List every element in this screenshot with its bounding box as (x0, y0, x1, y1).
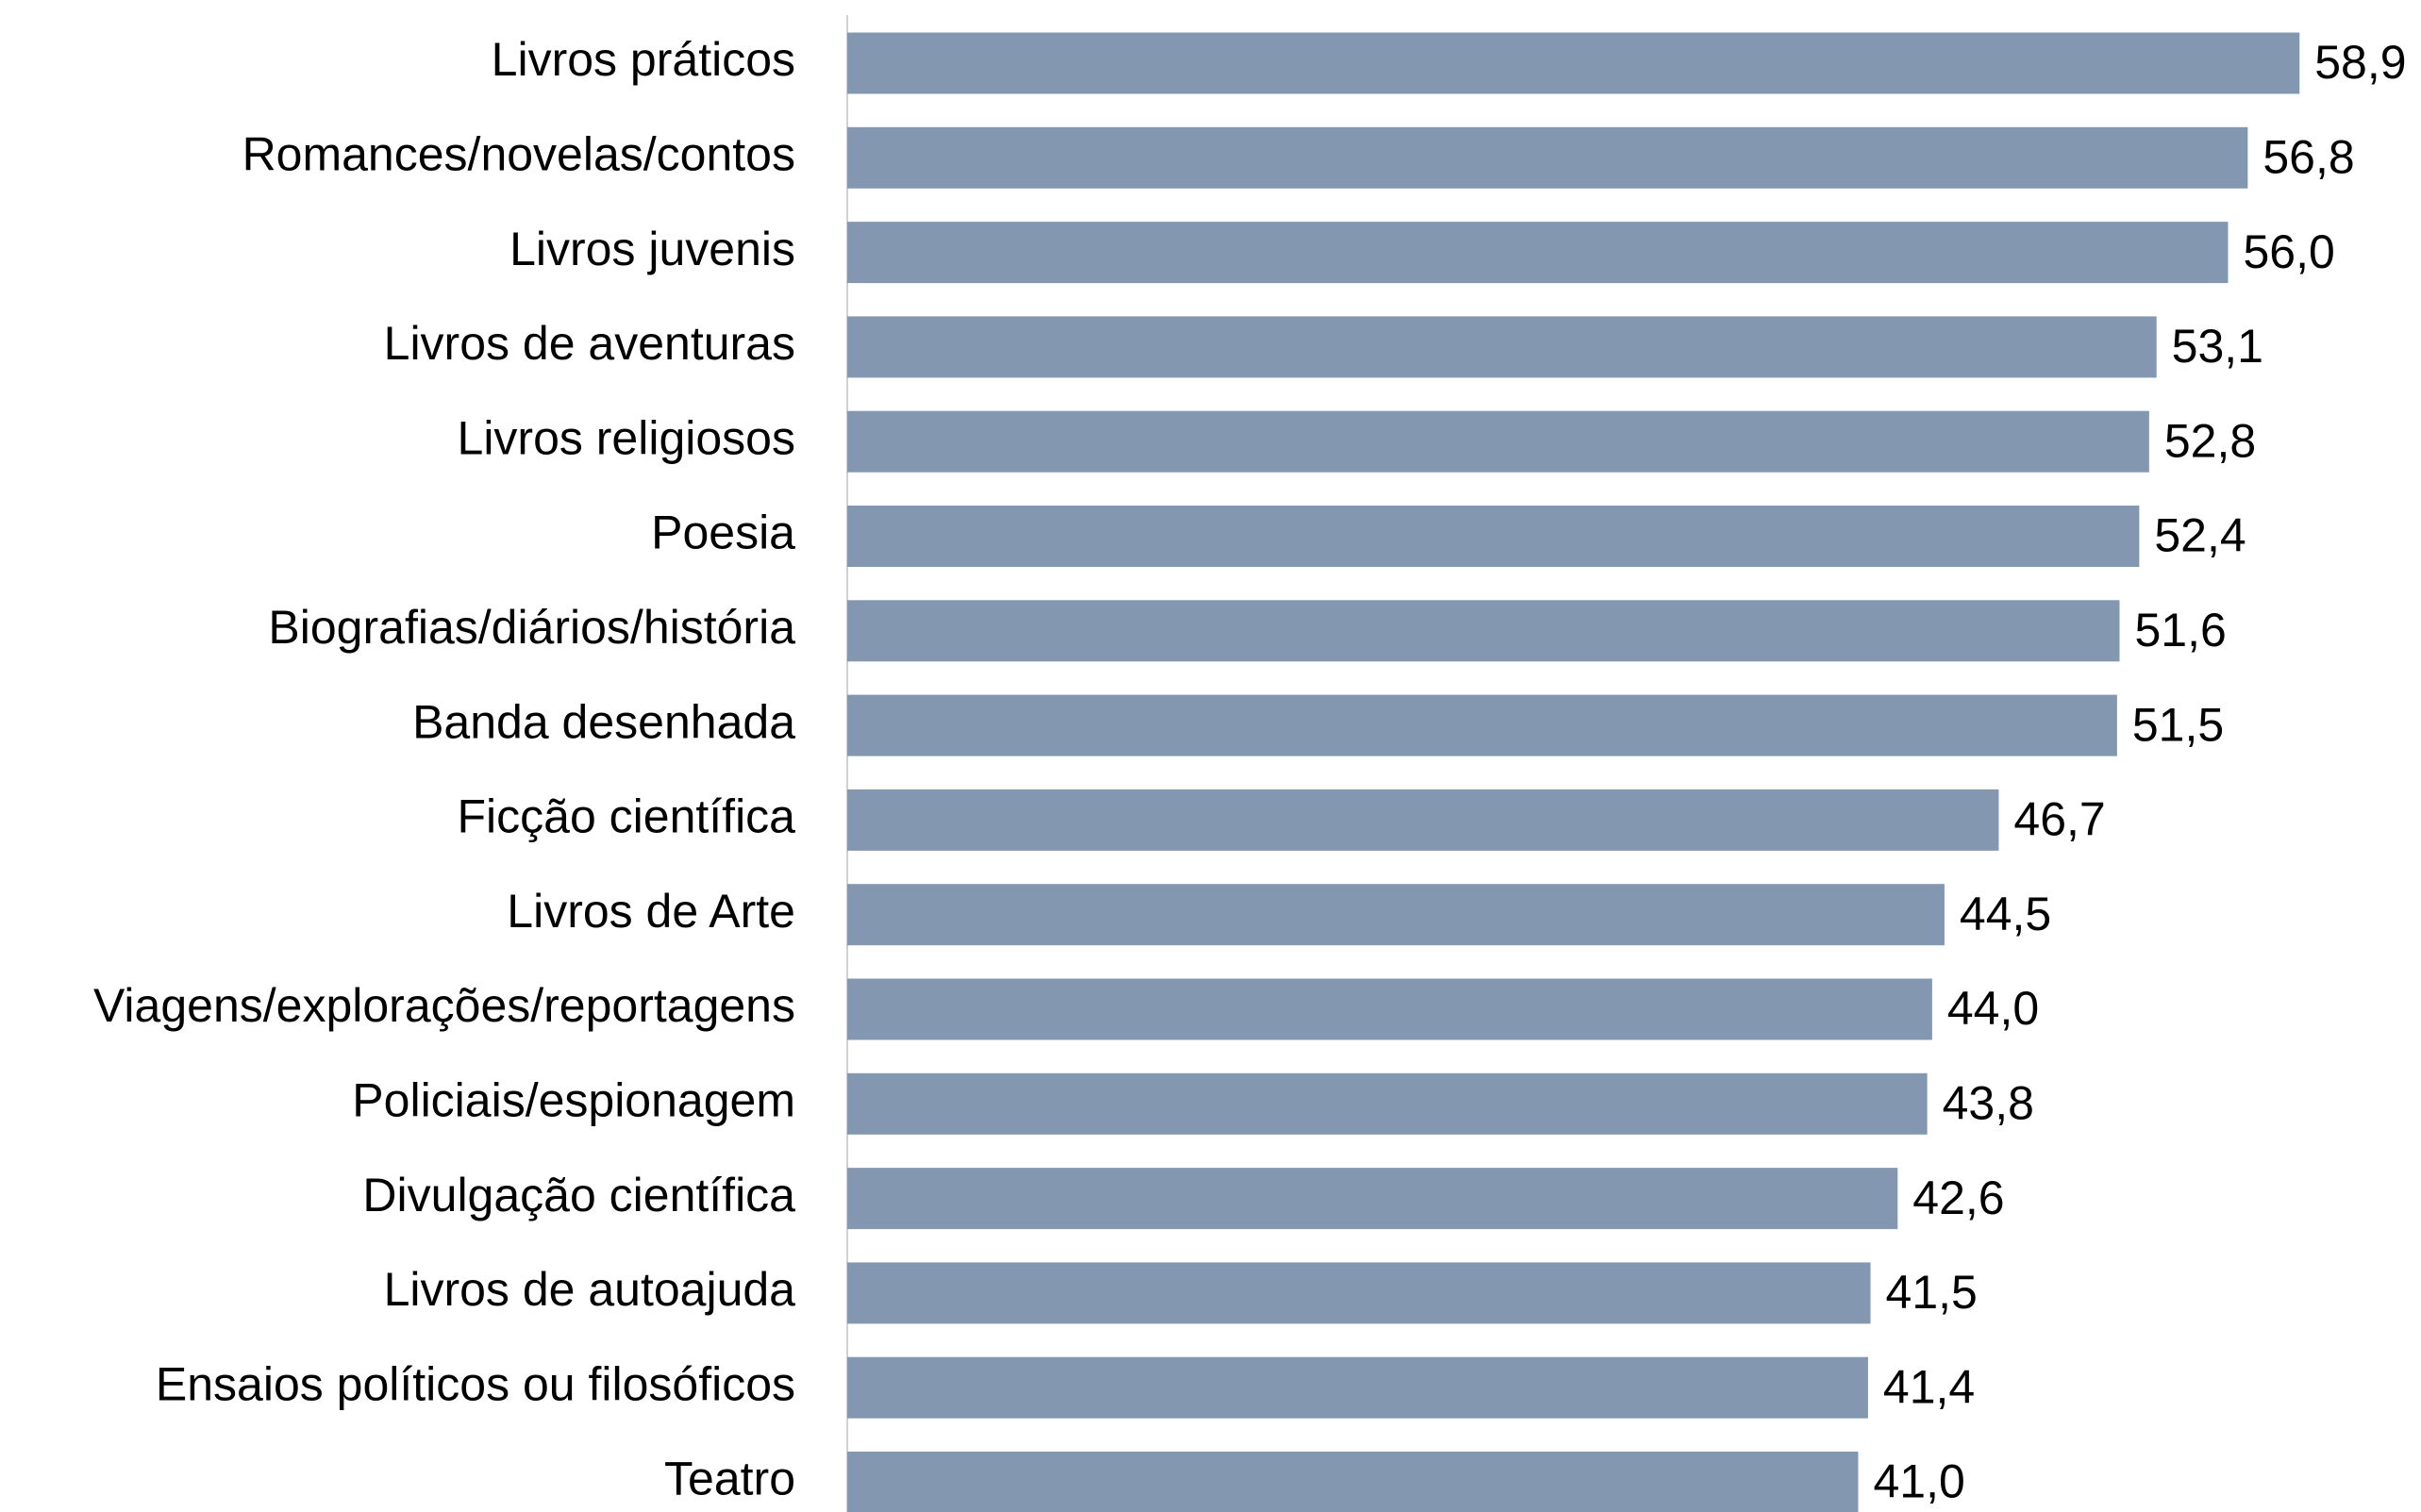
category-label: Ensaios políticos ou filosóficos (156, 1357, 795, 1410)
category-label: Romances/novelas/contos (242, 128, 795, 181)
bar (847, 1168, 1898, 1230)
bar (847, 410, 2149, 473)
category-label: Divulgação científica (362, 1169, 795, 1221)
value-label: 41,0 (1873, 1455, 1964, 1508)
value-label: 41,4 (1883, 1360, 1975, 1413)
bar (847, 506, 2140, 567)
value-label: 51,5 (2132, 698, 2224, 751)
value-label: 44,5 (1960, 888, 2051, 940)
category-label: Banda desenhada (412, 695, 795, 748)
value-label: 56,8 (2262, 131, 2354, 184)
value-label: 43,8 (1943, 1077, 2034, 1130)
category-label: Livros religiosos (458, 411, 795, 464)
bar (847, 978, 1932, 1040)
bar (847, 1452, 1859, 1512)
category-label: Livros de aventuras (384, 317, 795, 370)
bar (847, 694, 2117, 756)
value-label: 42,6 (1912, 1171, 2004, 1224)
bar (847, 1356, 1868, 1419)
bar (847, 789, 1999, 851)
category-label: Teatro (664, 1453, 795, 1505)
value-label: 52,4 (2154, 509, 2246, 562)
category-label: Livros práticos (492, 33, 795, 86)
bar (847, 884, 1945, 946)
value-label: 52,8 (2164, 414, 2256, 467)
category-label: Ficção científica (458, 790, 796, 843)
category-label: Policiais/espionagem (352, 1074, 795, 1127)
value-label: 46,7 (2013, 793, 2105, 846)
category-label: Biografias/diários/história (268, 601, 795, 654)
value-label: 41,5 (1886, 1266, 1978, 1319)
category-label: Livros juvenis (509, 223, 795, 275)
bar (847, 1262, 1871, 1324)
value-label: 44,0 (1947, 982, 2039, 1035)
bar (847, 1072, 1928, 1135)
value-label: 53,1 (2172, 320, 2263, 373)
category-label: Livros de Arte (507, 885, 795, 938)
category-label: Poesia (651, 507, 795, 559)
category-label: Viagens/explorações/reportagens (93, 979, 795, 1032)
value-label: 51,6 (2134, 604, 2226, 656)
value-label: 56,0 (2243, 225, 2334, 278)
bar (847, 222, 2229, 284)
bar (847, 126, 2248, 189)
bar (847, 32, 2300, 94)
bar (847, 316, 2157, 378)
bar (847, 600, 2120, 662)
category-label: Livros de autoajuda (384, 1263, 796, 1316)
value-label: 58,9 (2314, 36, 2406, 89)
